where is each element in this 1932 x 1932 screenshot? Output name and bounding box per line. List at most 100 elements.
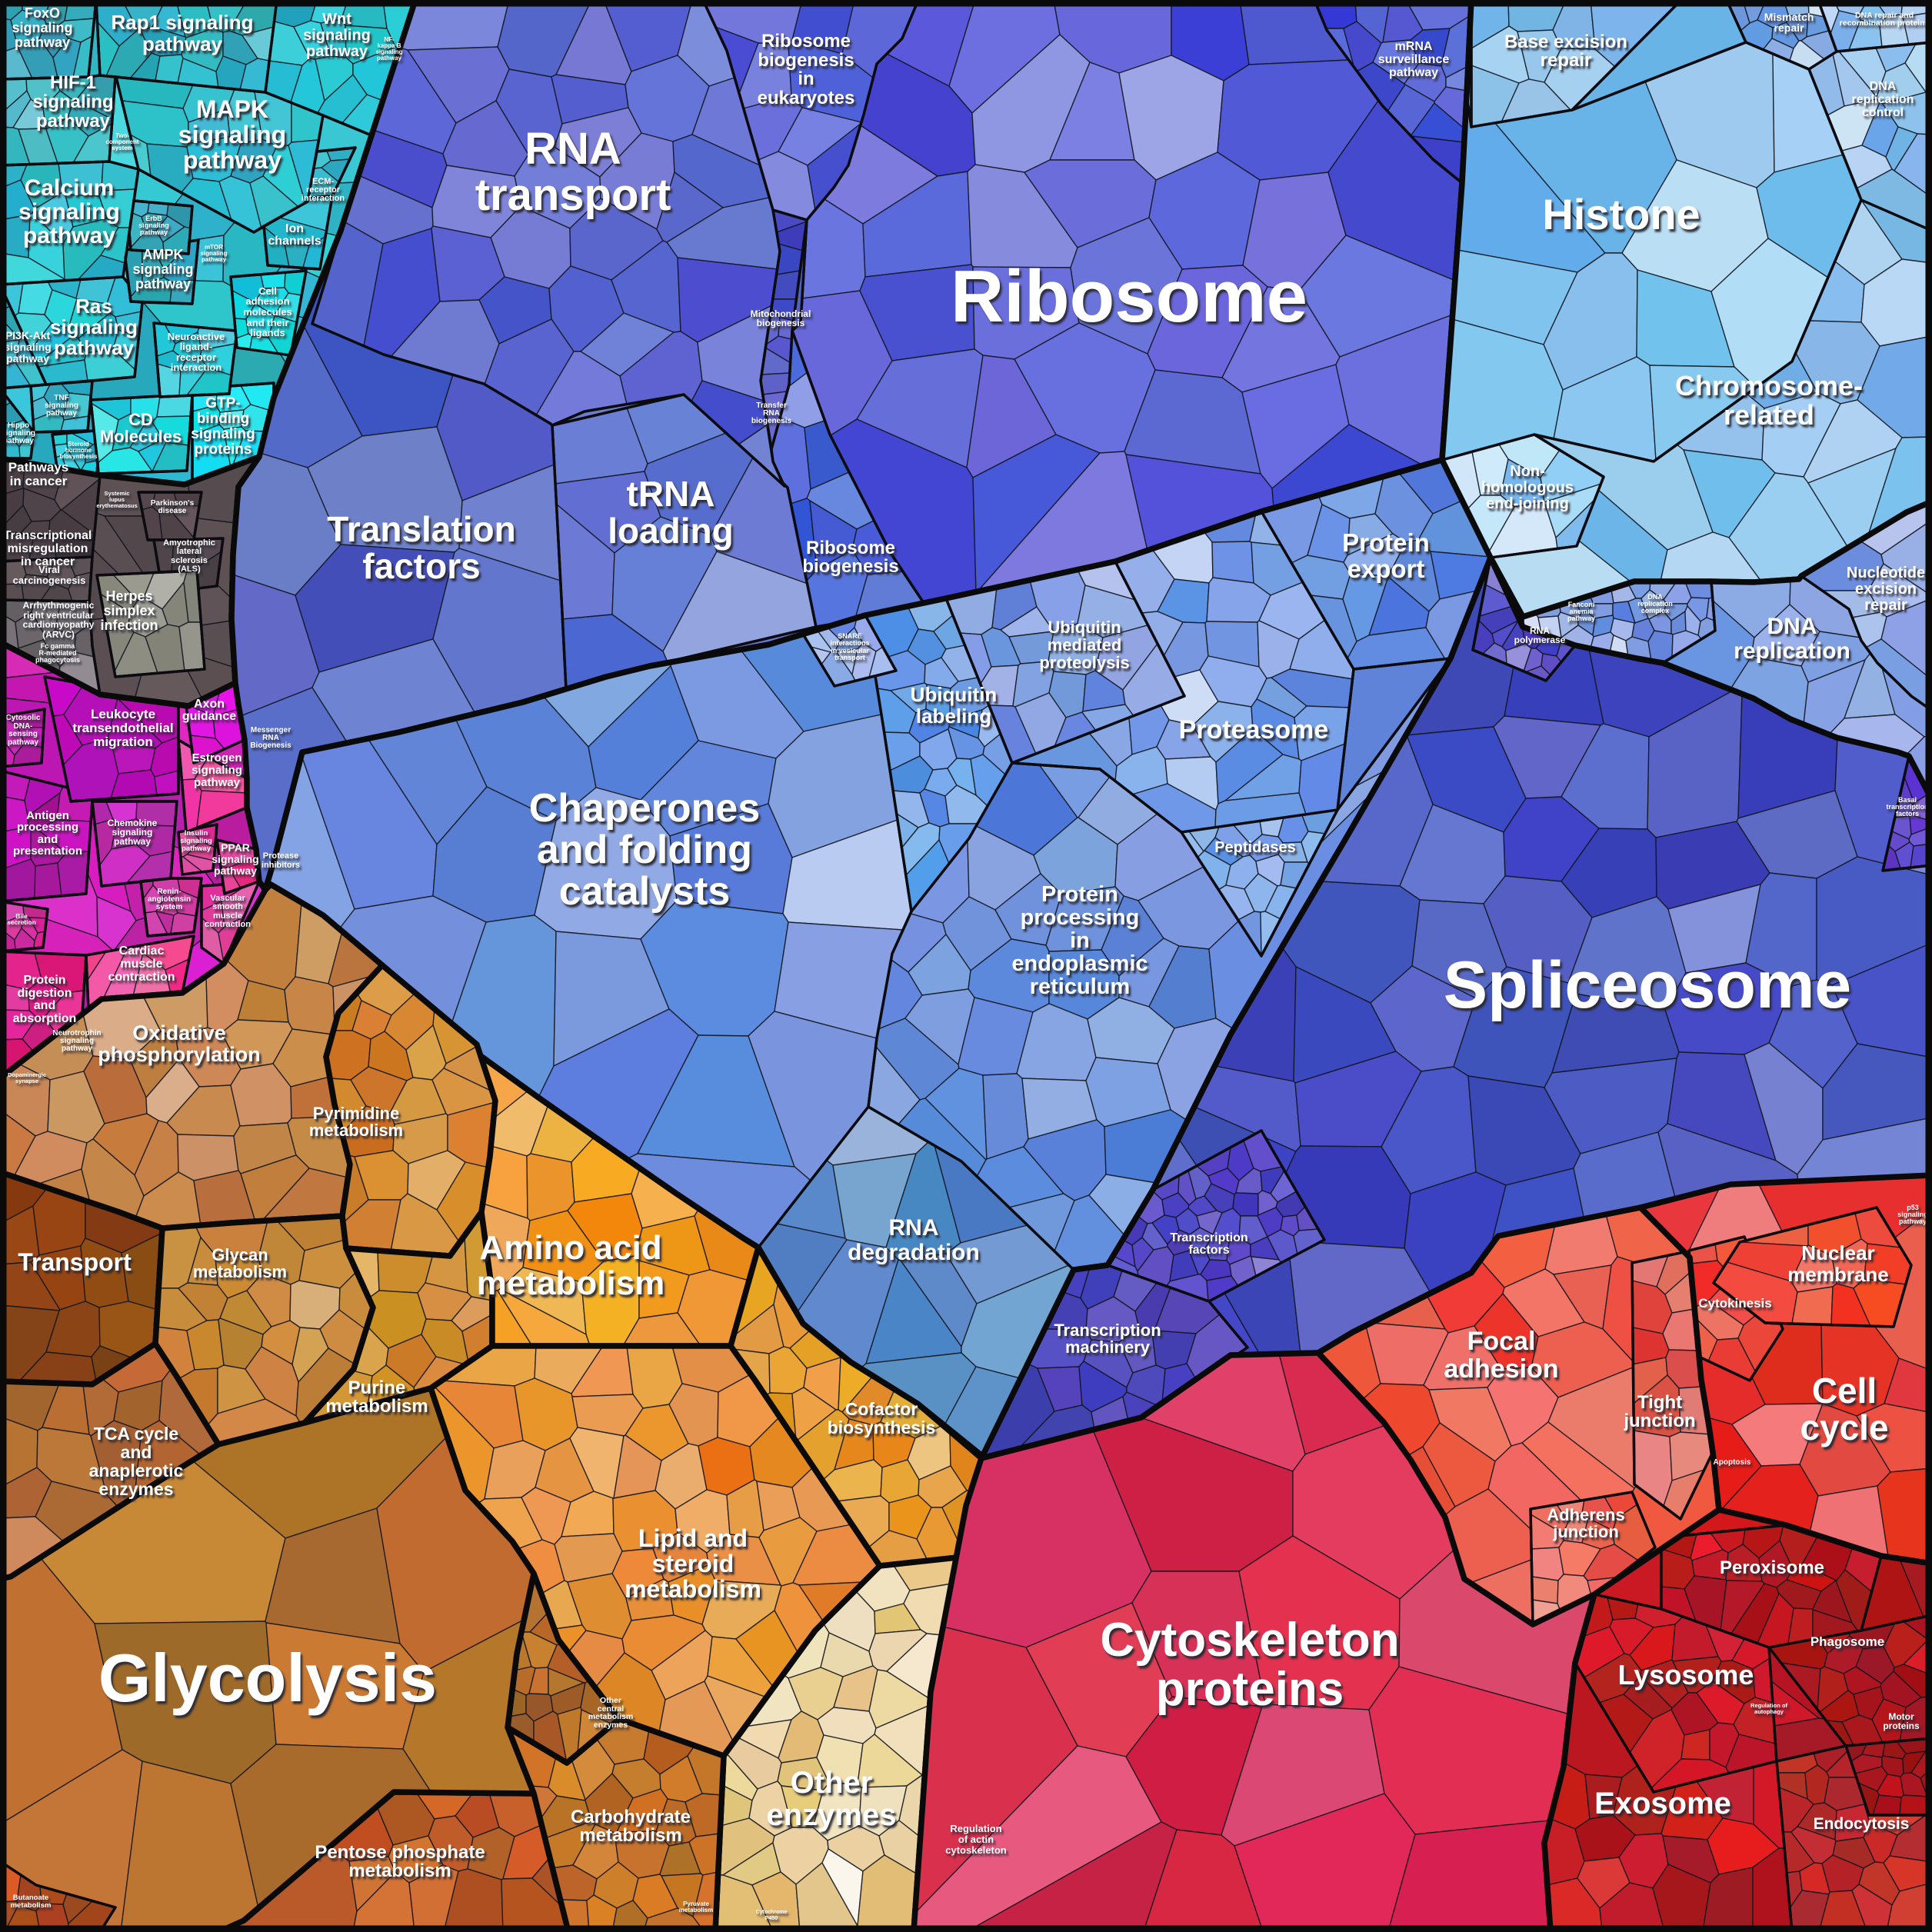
svg-text:Lysosome: Lysosome [1618,1659,1754,1690]
svg-text:Glycolysis: Glycolysis [98,1640,437,1716]
svg-text:Exosome: Exosome [1594,1787,1731,1820]
svg-text:Chromosome-related: Chromosome-related [1675,370,1863,431]
svg-text:Proteasome: Proteasome [1179,715,1329,744]
svg-text:Ribosome: Ribosome [951,255,1307,338]
svg-text:Cytokinesis: Cytokinesis [1698,1296,1771,1311]
svg-text:Transport: Transport [18,1248,132,1276]
svg-text:Histone: Histone [1542,190,1700,238]
svg-text:Phagosome: Phagosome [1810,1634,1884,1649]
svg-text:Apoptosis: Apoptosis [1714,1458,1751,1467]
